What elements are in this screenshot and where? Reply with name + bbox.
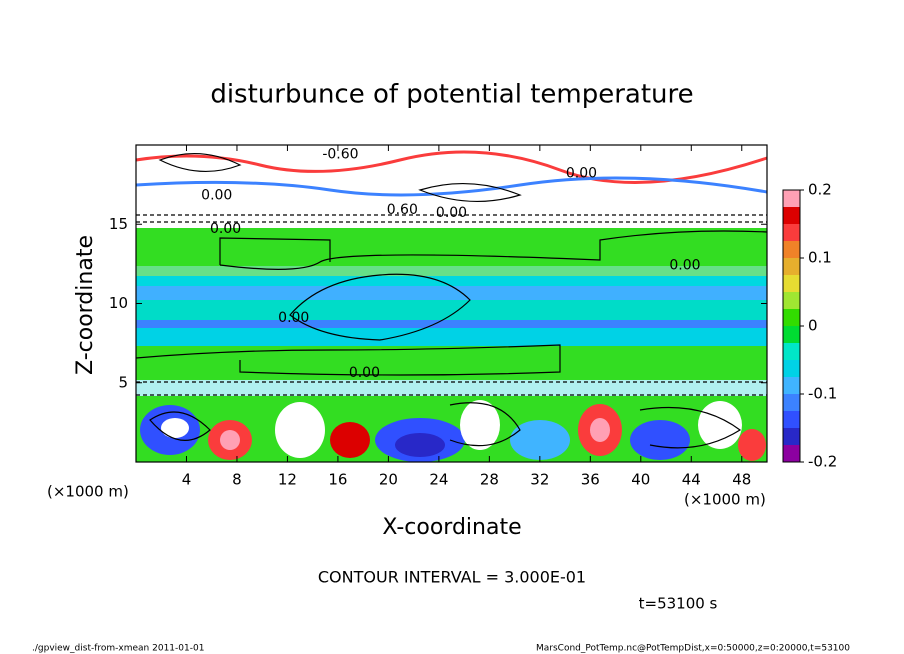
field-blob	[460, 400, 500, 450]
contour-label: 0.00	[669, 257, 700, 273]
x-tick-label: 24	[429, 471, 448, 489]
contour-line	[149, 411, 211, 441]
colorbar-tick-label: -0.2	[808, 453, 837, 471]
footer-left: ./gpview_dist-from-xmean 2011-01-01	[32, 644, 204, 654]
field-blob	[275, 402, 325, 458]
field-blob	[698, 401, 742, 449]
colorbar-cell	[783, 224, 800, 241]
contour-line	[418, 182, 522, 203]
field-band	[136, 286, 767, 300]
field-blob	[510, 420, 570, 460]
x-unit-label: (×1000 m)	[684, 491, 766, 509]
contour-line	[219, 237, 331, 265]
x-tick-label: 20	[379, 471, 398, 489]
contour-label: 0.00	[436, 205, 467, 221]
colorbar-cell	[783, 411, 800, 428]
colorbar-cell	[783, 241, 800, 258]
field	[135, 145, 768, 462]
contour-label: 0.60	[387, 202, 418, 218]
chart-title: disturbunce of potential temperature	[210, 80, 693, 110]
contour-label: 0.00	[201, 188, 232, 204]
field-band	[136, 300, 767, 320]
y-tick-label: 15	[109, 215, 128, 233]
contour-label: 0.00	[566, 166, 597, 182]
x-tick-label: 12	[278, 471, 297, 489]
colorbar-cell	[783, 445, 800, 462]
field-band	[136, 145, 767, 225]
field-blob	[590, 418, 610, 442]
contour-line	[449, 402, 521, 447]
field-blob	[738, 429, 766, 461]
colorbar-cell	[783, 309, 800, 326]
contour-line	[639, 406, 742, 449]
x-tick-label: 36	[581, 471, 600, 489]
contour-line	[158, 153, 242, 172]
x-tick-label: 28	[480, 471, 499, 489]
field-blob	[395, 433, 445, 457]
x-tick-label: 44	[682, 471, 701, 489]
x-unit-label: (×1000 m)	[47, 483, 129, 501]
time-label: t=53100 s	[639, 595, 718, 613]
colorbar-tick-label: -0.1	[808, 385, 837, 403]
x-tick-label: 48	[732, 471, 751, 489]
colorbar-cell	[783, 207, 800, 224]
field-band	[136, 228, 767, 266]
contour-label: 0.00	[349, 365, 380, 381]
colorbar-cell	[783, 343, 800, 360]
x-tick-label: 4	[182, 471, 192, 489]
colorbar-cell	[783, 377, 800, 394]
contour-line	[135, 344, 561, 376]
x-tick-label: 40	[631, 471, 650, 489]
field-blob	[330, 422, 370, 458]
contours	[135, 153, 768, 449]
y-axis-label: Z-coordinate	[73, 235, 98, 375]
contour-interval: CONTOUR INTERVAL = 3.000E-01	[318, 568, 586, 587]
field-blob	[161, 418, 189, 438]
contour-label: -0.60	[322, 147, 358, 163]
colorbar-cell	[783, 190, 800, 207]
x-tick-label: 16	[328, 471, 347, 489]
field-blob	[630, 420, 690, 460]
colorbar-cell	[783, 292, 800, 309]
contour-line	[289, 273, 471, 341]
y-tick-label: 10	[109, 294, 128, 312]
colorbar-tick-label: 0	[808, 317, 818, 335]
contour-line	[219, 230, 768, 270]
colorbar-cell	[783, 258, 800, 275]
x-tick-label: 32	[530, 471, 549, 489]
x-tick-label: 8	[232, 471, 242, 489]
colorbar-cell	[783, 394, 800, 411]
colorbar-cell	[783, 428, 800, 445]
field-streak	[135, 150, 768, 184]
y-tick-label: 5	[118, 373, 128, 391]
colorbar-cell	[783, 360, 800, 377]
colorbar-tick-label: 0.2	[808, 181, 832, 199]
field-band	[136, 276, 767, 286]
x-axis-label: X-coordinate	[382, 515, 521, 540]
field-blob	[220, 430, 240, 450]
field-band	[136, 266, 767, 276]
field-band	[136, 320, 767, 328]
colorbar-cell	[783, 326, 800, 343]
colorbar-cell	[783, 275, 800, 292]
contour-label: 0.00	[278, 310, 309, 326]
contour-label: 0.00	[210, 221, 241, 237]
field-band	[136, 380, 767, 396]
field-band	[136, 328, 767, 346]
footer-right: MarsCond_PotTemp.nc@PotTempDist,x=0:5000…	[536, 644, 850, 654]
colorbar-tick-label: 0.1	[808, 249, 832, 267]
